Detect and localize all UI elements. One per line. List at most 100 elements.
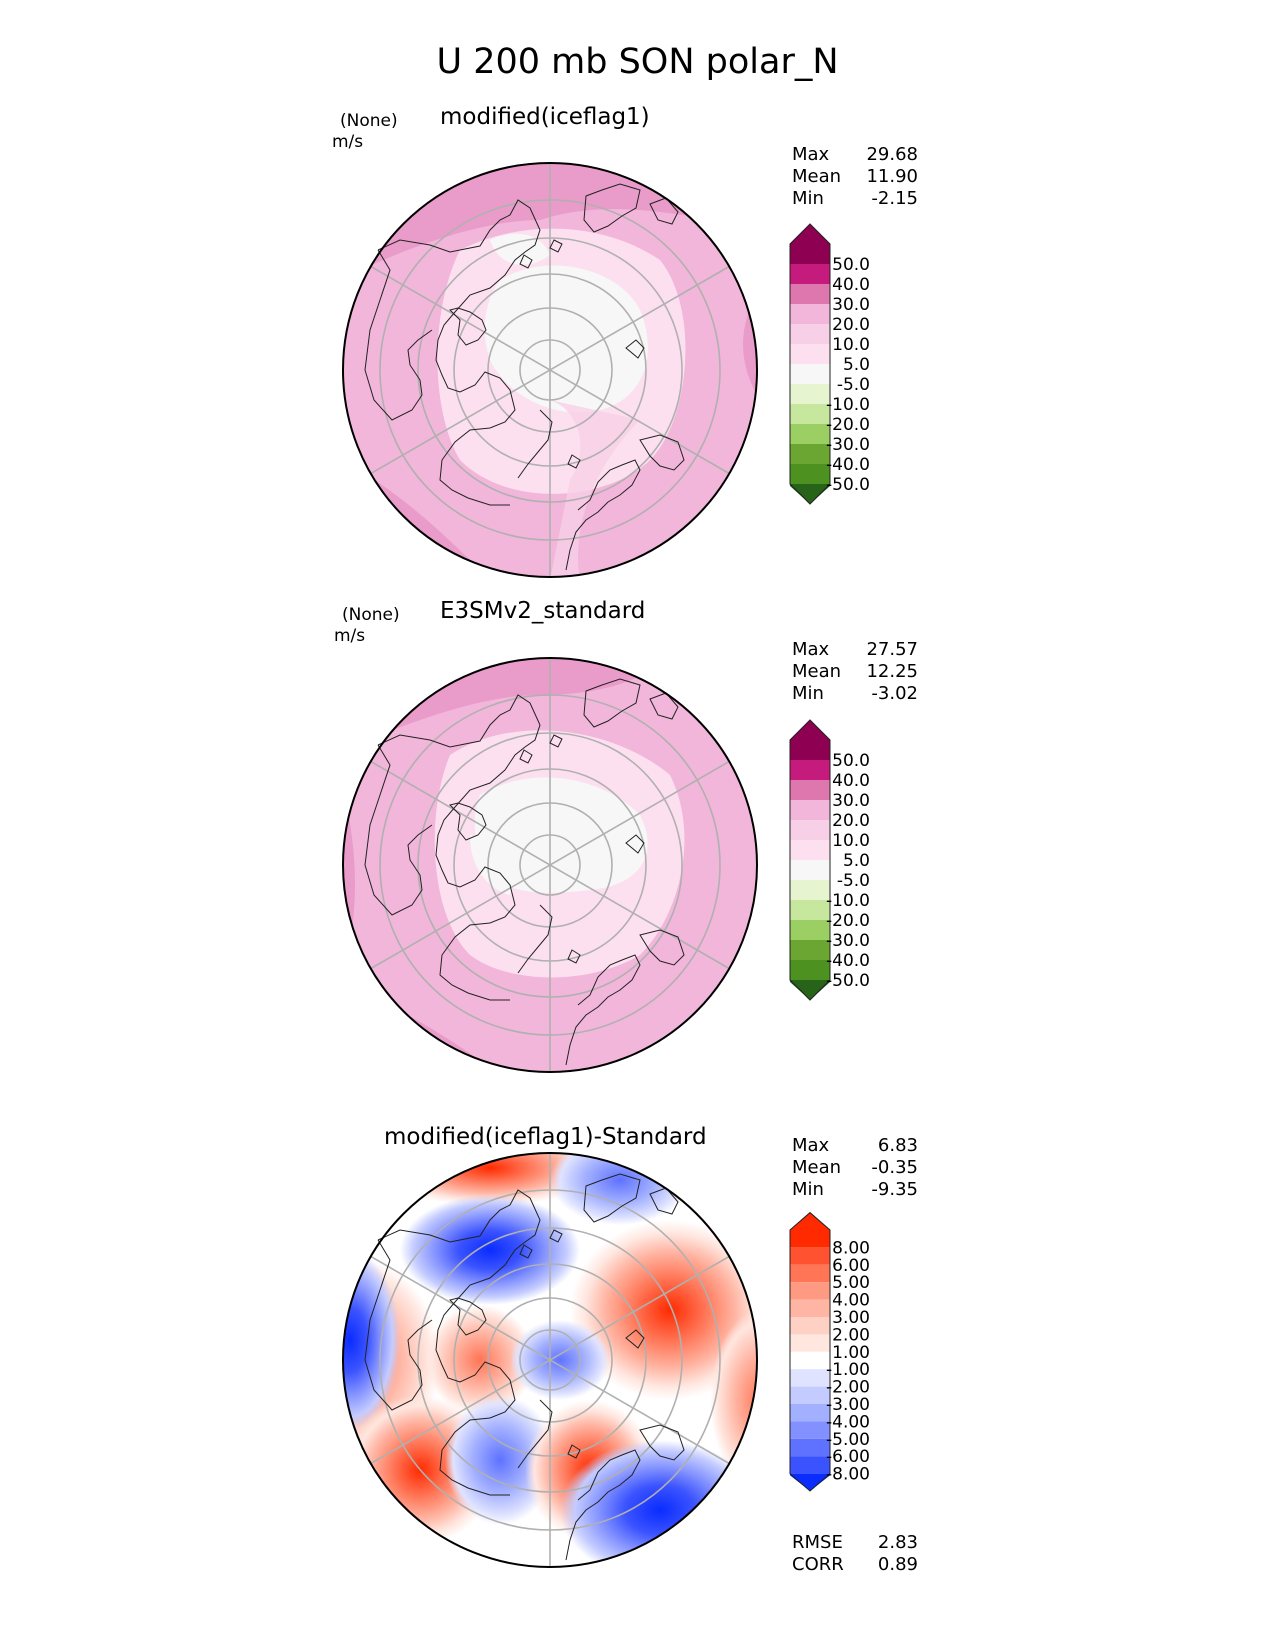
colorbar-swatch xyxy=(790,264,830,284)
colorbar-tick-label: -3.00 xyxy=(826,1395,870,1415)
colorbar-tick-label: 2.00 xyxy=(832,1325,870,1345)
colorbar-tick-label: -20.0 xyxy=(826,415,870,435)
panel-3-title: modified(iceflag1)-Standard xyxy=(384,1124,707,1150)
panel-1-colorbar: 50.040.030.020.010.05.0-5.0-10.0-20.0-30… xyxy=(789,223,870,505)
colorbar-swatch xyxy=(790,1317,830,1335)
colorbar-swatch xyxy=(790,1369,830,1387)
stat-max: Max 6.83 xyxy=(792,1135,918,1156)
colorbar-tick-label: -5.00 xyxy=(826,1430,870,1450)
panel-2-colorbar: 50.040.030.020.010.05.0-5.0-10.0-20.0-30… xyxy=(789,719,870,1001)
colorbar-tick-label: -40.0 xyxy=(826,455,870,475)
colorbar-swatch xyxy=(790,384,830,404)
colorbar-outline xyxy=(789,1211,831,1492)
colorbar-swatch xyxy=(790,820,830,840)
colorbar-tick-label: 8.00 xyxy=(832,1238,870,1258)
colorbar-tick-label: 5.0 xyxy=(843,851,870,871)
stat-min: Min -3.02 xyxy=(792,683,918,704)
colorbar-swatch xyxy=(790,344,830,364)
colorbar-swatch xyxy=(790,484,830,504)
colorbar-tick-label: 50.0 xyxy=(832,255,870,275)
stat-min: Min -2.15 xyxy=(792,188,918,209)
colorbar-swatch xyxy=(790,1247,830,1265)
colorbar-tick-label: -50.0 xyxy=(826,971,870,991)
colorbar-swatch xyxy=(790,900,830,920)
panel-3-metrics: RMSE 2.83 CORR 0.89 xyxy=(792,1532,918,1576)
colorbar-tick-label: -30.0 xyxy=(826,931,870,951)
panel-2-units-block: (None) m/s xyxy=(334,605,400,647)
colorbar-swatch xyxy=(790,224,830,264)
coastlines xyxy=(364,1173,685,1561)
colorbar-swatch xyxy=(790,424,830,444)
panel-1-units: m/s xyxy=(332,132,364,152)
colorbar-swatch xyxy=(790,840,830,860)
stat-min: Min -9.35 xyxy=(792,1179,918,1200)
colorbar-tick-label: -10.0 xyxy=(826,891,870,911)
colorbar-swatch xyxy=(790,444,830,464)
colorbar-swatch xyxy=(790,960,830,980)
colorbar-tick-label: 4.00 xyxy=(832,1291,870,1311)
map-boundary xyxy=(342,657,758,1073)
colorbar-tick-label: 40.0 xyxy=(832,275,870,295)
panel-2-polar-map xyxy=(342,657,758,1073)
colorbar-swatch xyxy=(790,304,830,324)
colorbar-swatch xyxy=(790,1282,830,1300)
coastlines xyxy=(364,678,685,1066)
colorbar-tick-label: 10.0 xyxy=(832,335,870,355)
colorbar-tick-label: 10.0 xyxy=(832,831,870,851)
colorbar-swatch xyxy=(790,720,830,760)
colorbar-swatch xyxy=(790,780,830,800)
graticule xyxy=(369,658,731,1072)
stat-max: Max 29.68 xyxy=(792,144,918,165)
colorbar-tick-label: 30.0 xyxy=(832,791,870,811)
colorbar-tick-label: -6.00 xyxy=(826,1447,870,1467)
colorbar-swatch xyxy=(790,464,830,484)
colorbar-tick-label: 6.00 xyxy=(832,1256,870,1276)
colorbar-swatch xyxy=(790,1404,830,1422)
colorbar-swatch xyxy=(790,1386,830,1404)
colorbar-tick-label: -2.00 xyxy=(826,1378,870,1398)
colorbar-swatch xyxy=(790,860,830,880)
colorbar-tick-label: 1.00 xyxy=(832,1343,870,1363)
colorbar-tick-label: 5.00 xyxy=(832,1273,870,1293)
colorbar-swatch xyxy=(790,1351,830,1370)
panel-3-stats: Max 6.83 Mean -0.35 Min -9.35 xyxy=(792,1135,918,1201)
stat-mean: Mean 12.25 xyxy=(792,661,918,682)
panel-2-source: (None) xyxy=(342,605,400,625)
colorbar-tick-label: 30.0 xyxy=(832,295,870,315)
colorbar-tick-label: -20.0 xyxy=(826,911,870,931)
colorbar-swatch xyxy=(790,1456,830,1474)
metric-rmse: RMSE 2.83 xyxy=(792,1532,918,1553)
colorbar-tick-label: 40.0 xyxy=(832,771,870,791)
map-boundary xyxy=(342,162,758,578)
panel-2-title: E3SMv2_standard xyxy=(440,598,646,624)
colorbar-tick-label: -5.0 xyxy=(837,871,870,891)
colorbar-tick-label: -4.00 xyxy=(826,1412,870,1432)
coastlines xyxy=(364,183,685,571)
colorbar-swatch xyxy=(790,760,830,780)
colorbar-tick-label: -1.00 xyxy=(826,1360,870,1380)
colorbar-tick-label: -30.0 xyxy=(826,435,870,455)
colorbar-swatch xyxy=(790,1438,830,1457)
colorbar-tick-label: -40.0 xyxy=(826,951,870,971)
panel-3-colorbar: 8.006.005.004.003.002.001.00-1.00-2.00-3… xyxy=(789,1211,870,1492)
colorbar-tick-label: 50.0 xyxy=(832,751,870,771)
stat-mean: Mean 11.90 xyxy=(792,166,918,187)
colorbar-swatch xyxy=(790,920,830,940)
stat-max: Max 27.57 xyxy=(792,639,918,660)
figure-title: U 200 mb SON polar_N xyxy=(436,42,839,82)
colorbar-tick-label: 20.0 xyxy=(832,315,870,335)
colorbar-swatch xyxy=(790,284,830,304)
colorbar-tick-label: -10.0 xyxy=(826,395,870,415)
panel-1-units-block: (None) m/s xyxy=(332,111,398,153)
colorbar-swatch xyxy=(790,1421,830,1439)
panel-2-stats: Max 27.57 Mean 12.25 Min -3.02 xyxy=(792,639,918,705)
colorbar-swatch xyxy=(790,1334,830,1352)
colorbar-tick-label: -50.0 xyxy=(826,475,870,495)
stat-mean: Mean -0.35 xyxy=(792,1157,918,1178)
colorbar-swatch xyxy=(790,1473,830,1491)
colorbar-outline xyxy=(789,223,831,505)
colorbar-tick-label: 3.00 xyxy=(832,1308,870,1328)
colorbar-tick-label: 20.0 xyxy=(832,811,870,831)
colorbar-swatch xyxy=(790,324,830,344)
colorbar-swatch xyxy=(790,1299,830,1317)
